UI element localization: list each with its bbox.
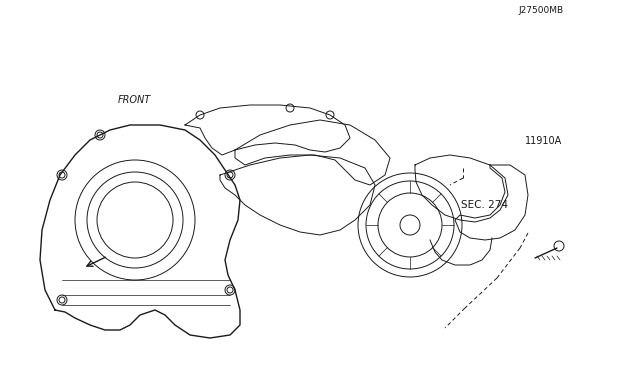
Text: SEC. 274: SEC. 274 — [461, 200, 508, 209]
Text: FRONT: FRONT — [118, 96, 151, 105]
Text: J27500MB: J27500MB — [518, 6, 563, 15]
Text: 11910A: 11910A — [525, 137, 562, 146]
